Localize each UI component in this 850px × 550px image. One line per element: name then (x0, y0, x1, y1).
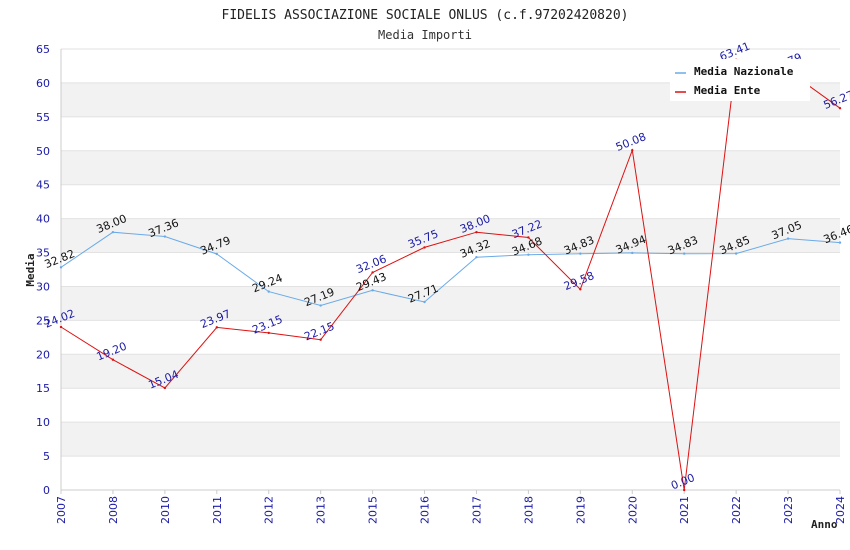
y-tick-label: 25 (36, 314, 50, 327)
y-tick-label: 50 (36, 145, 50, 158)
y-tick-labels: 0 5 10 15 20 25 30 35 40 45 50 55 60 65 (36, 43, 50, 497)
grid-bands (61, 82, 840, 457)
y-tick-label: 45 (36, 179, 50, 192)
axes (60, 49, 841, 494)
grid-band (61, 286, 840, 321)
x-tick-label: 2024 (834, 496, 847, 524)
x-tick-label: 2021 (678, 496, 691, 524)
data-point (371, 271, 374, 274)
y-tick-label: 35 (36, 247, 50, 260)
data-point (267, 290, 270, 293)
x-tick-label: 2011 (211, 496, 224, 524)
data-point (579, 252, 582, 255)
x-axis-label: Anno (811, 518, 838, 531)
x-tick-label: 2022 (730, 496, 743, 524)
series-line-media-nazionale (60, 231, 841, 307)
legend-label-media-nazionale: Media Nazionale (694, 65, 794, 78)
data-point (579, 288, 582, 291)
legend-box (670, 59, 810, 101)
chart-title: FIDELIS ASSOCIAZIONE SOCIALE ONLUS (c.f.… (222, 8, 629, 23)
x-tick-label: 2016 (419, 496, 432, 524)
chart-subtitle: Media Importi (378, 28, 472, 42)
data-point (527, 236, 530, 239)
data-label: 24.02 (43, 307, 77, 331)
x-tick-label: 2008 (107, 496, 120, 524)
data-point (734, 252, 738, 255)
grid-band (61, 218, 840, 253)
data-point (423, 246, 426, 249)
x-tick-label: 2012 (263, 496, 276, 524)
data-point (838, 107, 842, 110)
y-tick-label: 5 (43, 450, 50, 463)
x-tick-labels: 2007 2008 2010 2011 2012 2013 2015 2016 2017 2018… (55, 496, 847, 524)
x-tick-label: 2015 (367, 496, 380, 524)
data-point (111, 358, 115, 361)
data-point (527, 253, 530, 256)
x-tick-label: 2020 (626, 496, 639, 524)
y-tick-label: 40 (36, 213, 50, 226)
x-tick-label: 2019 (574, 496, 587, 524)
x-tick-label: 2010 (159, 496, 172, 524)
data-point (371, 289, 374, 292)
y-tick-label: 20 (36, 348, 50, 361)
data-point (215, 252, 218, 256)
data-point (267, 331, 270, 335)
grid-band (61, 354, 840, 389)
data-point (838, 241, 842, 244)
data-point (423, 300, 426, 304)
y-tick-label: 55 (36, 111, 50, 124)
data-point (683, 488, 686, 492)
series-line-media-ente (60, 59, 841, 491)
data-point (319, 304, 322, 307)
data-point (475, 230, 478, 234)
data-point (163, 386, 167, 390)
y-tick-label: 65 (36, 43, 50, 56)
y-tick-label: 0 (43, 484, 50, 497)
data-point (59, 266, 63, 269)
y-tick-label: 10 (36, 416, 50, 429)
grid-band (61, 150, 840, 185)
x-tick-label: 2023 (782, 496, 795, 524)
data-point (215, 326, 218, 329)
data-point (111, 230, 115, 234)
data-point (683, 252, 686, 255)
y-tick-label: 60 (36, 77, 50, 90)
data-point (475, 255, 478, 259)
x-tick-label: 2017 (470, 496, 483, 524)
x-tick-label: 2007 (55, 496, 68, 524)
data-point (163, 235, 167, 238)
legend: Media Nazionale Media Ente (670, 59, 810, 101)
data-point (786, 237, 790, 240)
data-point (59, 325, 63, 329)
y-axis-label: Media (24, 253, 37, 286)
data-label: 0.00 (669, 471, 697, 492)
grid-band (61, 422, 840, 457)
x-tick-label: 2013 (315, 496, 328, 524)
legend-label-media-ente: Media Ente (694, 84, 761, 97)
data-point (631, 149, 634, 152)
plot-area (59, 58, 842, 492)
y-tick-label: 15 (36, 382, 50, 395)
x-tick-label: 2018 (522, 496, 535, 524)
data-point (631, 251, 634, 255)
y-tick-label: 30 (36, 280, 50, 293)
data-point (319, 338, 322, 341)
